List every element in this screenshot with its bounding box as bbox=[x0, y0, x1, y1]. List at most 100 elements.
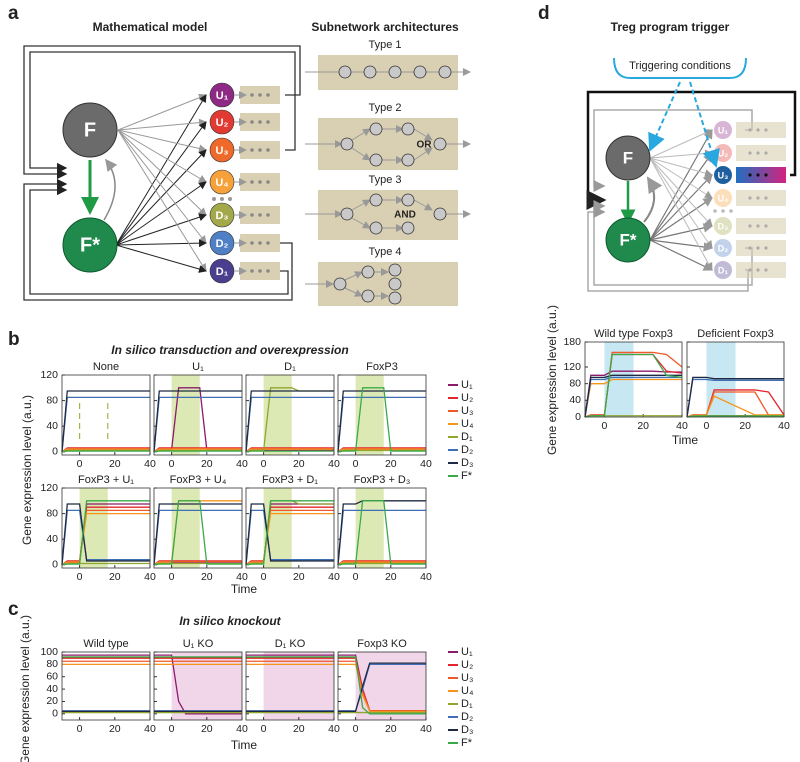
series-line bbox=[338, 662, 426, 712]
x-tick-label: 0 bbox=[353, 723, 359, 735]
connector bbox=[115, 121, 207, 246]
panel-label: c bbox=[8, 599, 19, 620]
series-line bbox=[61, 448, 150, 453]
series-line bbox=[153, 500, 242, 566]
gene-node bbox=[714, 217, 732, 235]
trigger-bracket bbox=[613, 57, 747, 79]
panel-label: d bbox=[538, 3, 550, 24]
gene-label: U₄ bbox=[718, 193, 729, 203]
plot-frame bbox=[337, 374, 427, 456]
connector bbox=[117, 93, 207, 131]
sub-node bbox=[433, 137, 447, 151]
gate-label: OR bbox=[417, 140, 433, 151]
x-axis-label: Time bbox=[672, 433, 699, 447]
panel-label: b bbox=[8, 329, 20, 350]
x-tick-label: 20 bbox=[385, 723, 397, 735]
sub-node bbox=[401, 122, 415, 136]
subnetwork-box bbox=[736, 262, 786, 278]
x-axis-label: Time bbox=[231, 738, 258, 752]
x-tick-label: 0 bbox=[703, 420, 709, 432]
series-line bbox=[245, 450, 334, 453]
legend-label: U₄ bbox=[461, 685, 474, 697]
y-tick-label: 0 bbox=[52, 446, 58, 458]
series-line bbox=[245, 448, 334, 453]
subnetwork-box bbox=[736, 122, 786, 138]
connector bbox=[344, 287, 363, 297]
series-line bbox=[154, 654, 242, 715]
feedback-arc bbox=[643, 176, 663, 223]
node-label: F* bbox=[620, 230, 637, 249]
type-label: Type 1 bbox=[368, 39, 401, 51]
legend-label: D₂ bbox=[461, 711, 473, 723]
sub-node bbox=[361, 265, 375, 279]
series-line bbox=[245, 512, 334, 566]
chart-title: FoxP3 bbox=[366, 361, 398, 373]
sub-node bbox=[401, 193, 415, 207]
series-line bbox=[61, 500, 150, 566]
chart-title: D₁ KO bbox=[275, 638, 306, 650]
series-line bbox=[61, 450, 150, 453]
plot-frame bbox=[61, 651, 151, 721]
sub-node bbox=[401, 153, 415, 167]
connector bbox=[351, 128, 371, 141]
x-tick-label: 0 bbox=[169, 458, 175, 470]
x-tick-label: 0 bbox=[261, 458, 267, 470]
x-tick-label: 40 bbox=[420, 458, 432, 470]
sub-node bbox=[388, 291, 402, 305]
node-f-star bbox=[62, 217, 118, 273]
connector bbox=[115, 244, 207, 273]
connector bbox=[117, 118, 207, 131]
dot bbox=[713, 209, 717, 213]
dot bbox=[764, 246, 768, 250]
x-tick-label: 40 bbox=[236, 571, 248, 583]
connector bbox=[413, 128, 433, 141]
dot bbox=[748, 246, 752, 250]
dot bbox=[266, 120, 270, 124]
connector bbox=[649, 239, 714, 271]
subnetwork-box bbox=[736, 190, 786, 206]
type-label: Type 2 bbox=[368, 102, 401, 114]
y-axis-label: Gene expression level (a.u.) bbox=[545, 305, 559, 455]
dot bbox=[764, 173, 768, 177]
series-line bbox=[153, 390, 242, 452]
plot-frame bbox=[245, 374, 335, 456]
dot bbox=[721, 209, 725, 213]
series-line bbox=[153, 448, 242, 453]
chart-title: FoxP3 + D₁ bbox=[262, 474, 318, 486]
subnetwork-box bbox=[736, 145, 786, 161]
dot bbox=[258, 148, 262, 152]
y-tick-label: 40 bbox=[569, 394, 581, 406]
connector bbox=[413, 147, 433, 161]
sub-node bbox=[363, 65, 377, 79]
x-tick-label: 0 bbox=[261, 723, 267, 735]
dot bbox=[748, 224, 752, 228]
legend-label: D₁ bbox=[461, 698, 473, 710]
dot bbox=[250, 148, 254, 152]
feedback-loop bbox=[23, 178, 293, 301]
chart-title: FoxP3 + D₃ bbox=[354, 474, 411, 486]
connector bbox=[115, 149, 207, 246]
y-axis-label: Gene expression level (a.u.) bbox=[18, 615, 32, 762]
x-tick-label: 0 bbox=[601, 420, 607, 432]
dot bbox=[756, 246, 760, 250]
connector bbox=[649, 157, 713, 199]
series-line bbox=[584, 353, 683, 418]
x-tick-label: 20 bbox=[109, 723, 121, 735]
sub-node bbox=[388, 277, 402, 291]
gate-label: AND bbox=[394, 210, 416, 221]
x-tick-label: 0 bbox=[77, 458, 83, 470]
legend-label: U₂ bbox=[461, 392, 473, 404]
x-tick-label: 40 bbox=[676, 420, 688, 432]
node-f bbox=[605, 135, 651, 181]
series-line bbox=[584, 351, 683, 418]
gene-label: D₁ bbox=[216, 266, 229, 278]
sub-node bbox=[388, 263, 402, 277]
connector bbox=[649, 239, 714, 252]
x-tick-label: 40 bbox=[236, 723, 248, 735]
x-tick-label: 0 bbox=[169, 723, 175, 735]
series-line bbox=[337, 500, 426, 566]
x-tick-label: 40 bbox=[144, 571, 156, 583]
gene-label: U₂ bbox=[718, 148, 729, 158]
y-tick-label: 0 bbox=[575, 411, 581, 423]
x-tick-label: 20 bbox=[739, 420, 751, 432]
